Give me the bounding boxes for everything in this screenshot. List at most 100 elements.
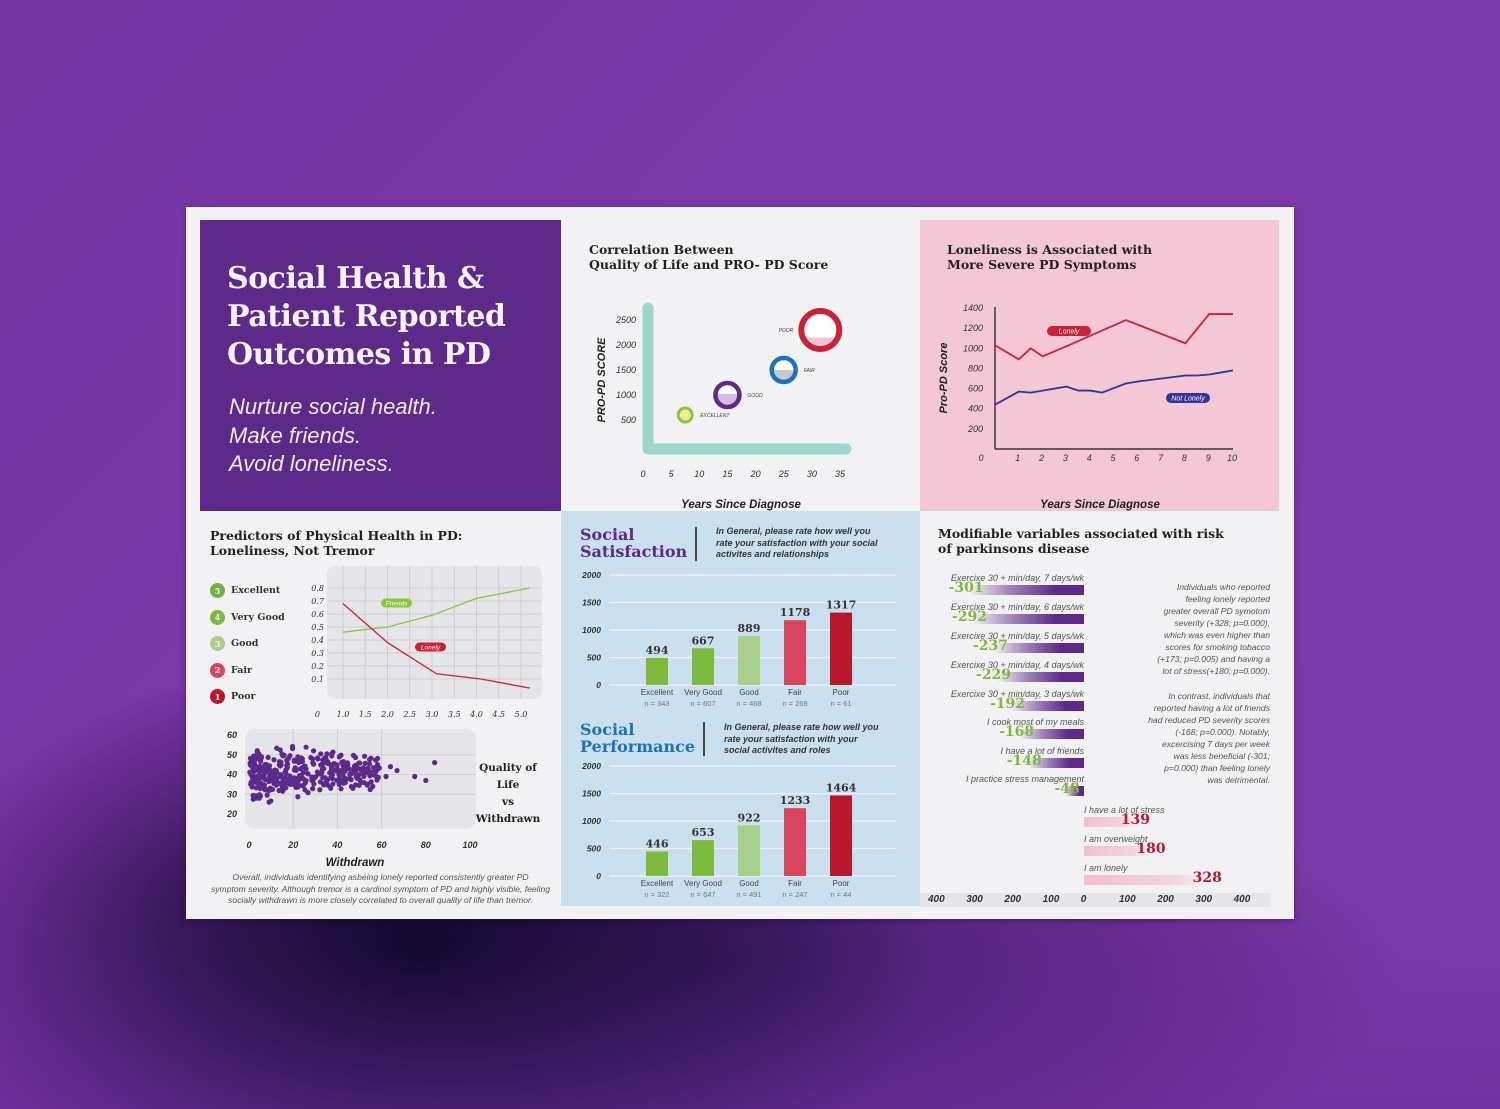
x-tick-label: 200 bbox=[1004, 894, 1022, 905]
variable-label: I cook most of my meals bbox=[986, 717, 1084, 727]
y-tick-label: 200 bbox=[967, 424, 983, 434]
tagline: Make friends. bbox=[229, 423, 362, 448]
modifiable-x-axis: 400 300 200 100 0 100 200 300 400 bbox=[920, 893, 1270, 907]
scatter-point bbox=[370, 783, 376, 789]
y-tick-label: 0.5 bbox=[311, 623, 324, 632]
bar bbox=[784, 808, 806, 876]
scatter-point bbox=[350, 770, 357, 776]
scatter-point bbox=[372, 773, 379, 779]
scatter-point bbox=[283, 785, 289, 791]
title-line: Loneliness, Not Tremor bbox=[210, 543, 375, 558]
category-label: Very Good bbox=[684, 688, 722, 697]
line-friends bbox=[342, 587, 531, 633]
note-line: Individuals who reported bbox=[1176, 582, 1270, 592]
correlation-chart: 500 1000 1500 2000 2500 0 5 10 15 20 25 30 35 PRO-PD … bbox=[596, 302, 852, 511]
question-line: In General, please rate how well you bbox=[724, 722, 879, 732]
category-label: Poor bbox=[833, 879, 850, 888]
note-line: was less beneficial (-301; bbox=[1173, 751, 1271, 761]
y-tick-label: 50 bbox=[227, 750, 237, 760]
note-line: reported having a lot of friends bbox=[1153, 703, 1270, 713]
x-tick-label: 300 bbox=[966, 894, 983, 905]
scatter-point bbox=[346, 766, 353, 772]
y-tick-label: 0.7 bbox=[311, 597, 325, 606]
scatter-point bbox=[374, 755, 381, 762]
line-not-lonely bbox=[994, 369, 1234, 406]
x-tick-label: 2.5 bbox=[402, 710, 416, 719]
scatter-point bbox=[293, 775, 299, 782]
y-tick-label: 20 bbox=[226, 809, 237, 819]
scatter-point bbox=[279, 774, 286, 780]
negative-bar bbox=[1011, 701, 1084, 711]
scatter-point bbox=[249, 775, 256, 781]
scatter-point bbox=[284, 764, 291, 770]
bubble-label: FAIR bbox=[804, 368, 815, 374]
bubble-label: POOR bbox=[779, 328, 794, 334]
title-line: Withdrawn bbox=[475, 813, 541, 825]
y-tick-label: 1000 bbox=[582, 816, 601, 826]
negative-value: -229 bbox=[975, 667, 1011, 683]
negative-value: -192 bbox=[989, 696, 1026, 712]
question-line: activites and relationships bbox=[716, 549, 830, 559]
scatter-point bbox=[341, 780, 347, 786]
social-satisfaction-question: In General, please rate how well you rat… bbox=[716, 526, 878, 561]
variable-label: Exercixe 30 + min/day, 6 days/wk bbox=[950, 602, 1084, 612]
positive-value: 139 bbox=[1120, 812, 1151, 828]
scatter-point bbox=[338, 786, 344, 792]
scatter-point bbox=[251, 794, 257, 800]
scatter-point bbox=[250, 753, 257, 759]
social-performance-title: Social Performance bbox=[580, 721, 695, 755]
scatter-point bbox=[254, 773, 260, 780]
title-line: Performance bbox=[580, 737, 696, 756]
rating-badge: 1 bbox=[210, 689, 225, 704]
bar bbox=[738, 636, 760, 685]
scatter-point bbox=[293, 784, 299, 791]
bar bbox=[830, 612, 852, 685]
bar bbox=[646, 851, 668, 876]
title-line: vs bbox=[501, 796, 514, 808]
category-label: Fair bbox=[788, 879, 802, 888]
bubble-fill bbox=[801, 337, 840, 349]
legend-item: 3 Good bbox=[210, 636, 258, 651]
scatter-point bbox=[263, 786, 269, 792]
x-tick-label: 1.0 bbox=[337, 710, 350, 719]
title-line: Patient Reported bbox=[227, 299, 506, 334]
scatter-point bbox=[310, 786, 316, 792]
series-tag-label: Not Lonely bbox=[1171, 396, 1205, 403]
scatter-point bbox=[265, 754, 271, 760]
scatter-point bbox=[272, 767, 278, 773]
scatter-point bbox=[355, 776, 361, 782]
rating-badge: 5 bbox=[210, 583, 225, 598]
bar bbox=[692, 648, 714, 685]
variable-label: I have a lot of friends bbox=[1000, 746, 1084, 756]
y-tick-label: 0.2 bbox=[311, 662, 324, 671]
variable-label: Exercixe 30 + min/day, 5 days/wk bbox=[950, 631, 1084, 641]
n-label: n = 44 bbox=[830, 890, 851, 899]
scatter-point bbox=[318, 751, 324, 757]
y-tick-label: 0 bbox=[315, 710, 320, 719]
negative-bar bbox=[1065, 786, 1084, 796]
x-tick-label: 3 bbox=[1063, 453, 1068, 463]
category-label: Good bbox=[739, 688, 759, 697]
note-line: p=0.000) than feeling lonely bbox=[1164, 763, 1270, 773]
legend-item: 1 Poor bbox=[210, 689, 256, 704]
y-tick-label: 2000 bbox=[615, 340, 636, 350]
x-tick-label: 4.5 bbox=[491, 710, 505, 719]
x-tick-label: 3.5 bbox=[448, 710, 461, 719]
n-label: n = 343 bbox=[644, 699, 669, 708]
modifiable-title: Modifiable variables associated with ris… bbox=[938, 526, 1224, 556]
category-label: Good bbox=[739, 879, 759, 888]
scatter-point bbox=[256, 792, 263, 798]
y-tick-label: 1500 bbox=[582, 789, 601, 799]
bar-value-label: 494 bbox=[646, 644, 669, 657]
variable-label: Exercixe 30 + min/day, 4 days/wk bbox=[950, 660, 1084, 670]
scatter-point bbox=[361, 753, 368, 759]
scatter-point bbox=[308, 754, 314, 761]
scatter-point bbox=[317, 779, 324, 785]
rating-badge: 4 bbox=[210, 609, 225, 625]
scatter-point bbox=[303, 744, 309, 750]
scatter-point bbox=[336, 776, 343, 782]
bubble-ring bbox=[798, 308, 843, 352]
scatter-point bbox=[370, 764, 377, 771]
scatter-point bbox=[336, 754, 342, 760]
tagline: Nurture social health. bbox=[229, 394, 437, 419]
